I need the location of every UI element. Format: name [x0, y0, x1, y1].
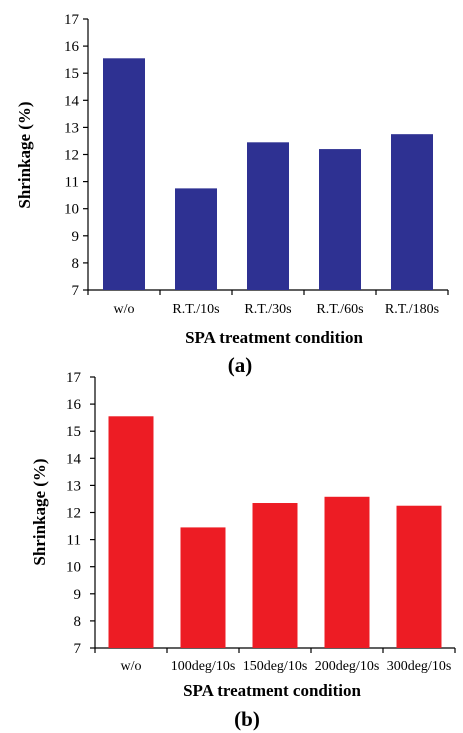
- y-axis-title: Shrinkage (%): [30, 458, 49, 565]
- y-tick-label: 7: [72, 283, 80, 299]
- bar-150deg-10s: [252, 503, 298, 648]
- x-axis-title: SPA treatment condition: [185, 328, 363, 347]
- x-tick-label: R.T./10s: [172, 302, 219, 317]
- y-tick-label: 17: [66, 370, 82, 386]
- bar-w-o: [103, 58, 145, 290]
- bar-r-t-180s: [391, 134, 433, 290]
- y-axis-title: Shrinkage (%): [15, 101, 34, 208]
- x-tick-label: w/o: [114, 302, 135, 317]
- x-tick-label: 150deg/10s: [243, 659, 308, 674]
- y-tick-label: 14: [64, 93, 80, 109]
- y-tick-label: 12: [66, 506, 81, 522]
- y-tick-label: 17: [64, 12, 80, 28]
- panel-label: (b): [234, 707, 260, 731]
- y-tick-label: 8: [72, 256, 80, 272]
- y-tick-label: 14: [66, 451, 82, 467]
- y-tick-label: 12: [64, 148, 79, 164]
- y-tick-label: 15: [64, 66, 79, 82]
- y-tick-label: 8: [74, 614, 82, 630]
- x-tick-label: 100deg/10s: [171, 659, 236, 674]
- y-tick-label: 15: [66, 424, 81, 440]
- bar-r-t-60s: [319, 149, 361, 290]
- y-tick-label: 7: [74, 641, 82, 657]
- bar-100deg-10s: [180, 527, 226, 648]
- x-axis-title: SPA treatment condition: [183, 681, 361, 700]
- y-tick-label: 13: [66, 478, 81, 494]
- x-tick-label: 300deg/10s: [387, 659, 452, 674]
- bar-300deg-10s: [396, 505, 442, 648]
- x-tick-label: w/o: [121, 659, 142, 674]
- y-tick-label: 10: [64, 202, 79, 218]
- y-tick-label: 11: [67, 533, 81, 549]
- x-tick-label: R.T./60s: [316, 302, 363, 317]
- y-tick-label: 11: [65, 175, 79, 191]
- y-tick-label: 13: [64, 120, 79, 136]
- x-tick-label: R.T./30s: [244, 302, 291, 317]
- panel-label: (a): [228, 353, 253, 377]
- bar-r-t-10s: [175, 188, 217, 290]
- x-tick-label: 200deg/10s: [315, 659, 380, 674]
- bar-200deg-10s: [324, 496, 370, 648]
- bar-r-t-30s: [247, 142, 289, 290]
- y-tick-label: 10: [66, 560, 81, 576]
- y-tick-label: 9: [74, 587, 82, 603]
- chart-panel-b: Shrinkage (%) SPA treatment condition (b…: [30, 370, 456, 731]
- chart-panel-a: Shrinkage (%) SPA treatment condition (a…: [15, 12, 449, 377]
- y-tick-label: 16: [66, 397, 82, 413]
- y-tick-label: 9: [72, 229, 80, 245]
- x-tick-label: R.T./180s: [385, 302, 439, 317]
- bar-w-o: [108, 416, 154, 648]
- y-tick-label: 16: [64, 39, 80, 55]
